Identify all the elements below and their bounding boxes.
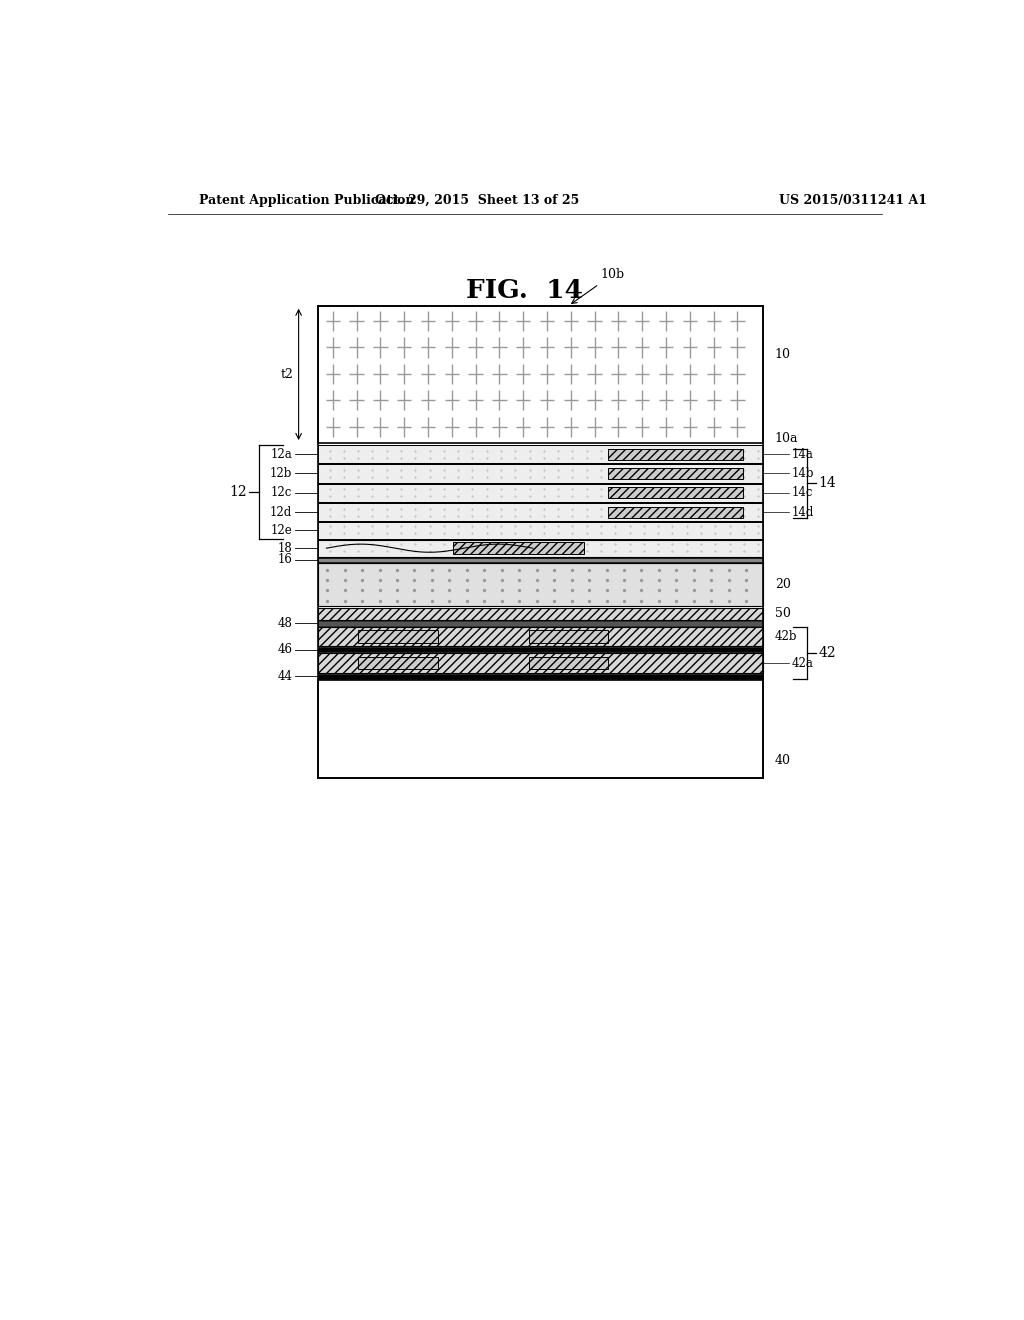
Bar [358, 631, 437, 643]
Bar [318, 558, 763, 562]
Text: US 2015/0311241 A1: US 2015/0311241 A1 [778, 194, 927, 207]
Bar [608, 449, 743, 459]
Bar [318, 503, 763, 521]
Text: 10: 10 [775, 347, 791, 360]
Bar [528, 657, 608, 669]
Text: 46: 46 [278, 643, 292, 656]
Bar [318, 483, 763, 502]
Text: 16: 16 [278, 553, 292, 566]
Bar [358, 657, 437, 669]
Text: 42a: 42a [792, 656, 813, 669]
Bar [318, 607, 763, 620]
Text: 18: 18 [278, 541, 292, 554]
Text: FIG.  14: FIG. 14 [466, 279, 584, 304]
Text: 14: 14 [818, 477, 837, 490]
Text: 14a: 14a [792, 447, 813, 461]
Text: 14d: 14d [792, 506, 814, 519]
Bar [318, 540, 763, 557]
Bar [528, 631, 608, 643]
Bar [318, 465, 763, 483]
Text: Patent Application Publication: Patent Application Publication [200, 194, 415, 207]
Text: 10b: 10b [571, 268, 625, 304]
Bar [318, 647, 763, 652]
Text: Oct. 29, 2015  Sheet 13 of 25: Oct. 29, 2015 Sheet 13 of 25 [375, 194, 580, 207]
Bar [318, 445, 763, 463]
Bar [318, 680, 763, 779]
Text: 48: 48 [278, 616, 292, 630]
Text: 12: 12 [229, 484, 247, 499]
Bar [454, 543, 585, 554]
Text: 44: 44 [278, 669, 292, 682]
Bar [318, 562, 763, 606]
Text: 42: 42 [818, 645, 836, 660]
Text: 50: 50 [775, 607, 791, 620]
Text: 42b: 42b [775, 630, 798, 643]
Bar [608, 507, 743, 517]
Bar [318, 306, 763, 444]
Text: 12c: 12c [271, 486, 292, 499]
Bar [318, 627, 763, 647]
Bar [318, 523, 763, 539]
Text: 12b: 12b [270, 467, 292, 480]
Text: 12a: 12a [270, 447, 292, 461]
Text: 14b: 14b [792, 467, 814, 480]
Bar [608, 469, 743, 479]
Bar [318, 653, 763, 673]
Text: 20: 20 [775, 578, 791, 591]
Bar [318, 673, 763, 678]
Bar [608, 487, 743, 498]
Text: 10a: 10a [775, 433, 799, 445]
Text: 40: 40 [775, 754, 791, 767]
Bar [318, 620, 763, 626]
Text: t2: t2 [281, 368, 293, 381]
Text: 12e: 12e [270, 524, 292, 537]
Text: 14c: 14c [792, 486, 813, 499]
Text: 12d: 12d [270, 506, 292, 519]
